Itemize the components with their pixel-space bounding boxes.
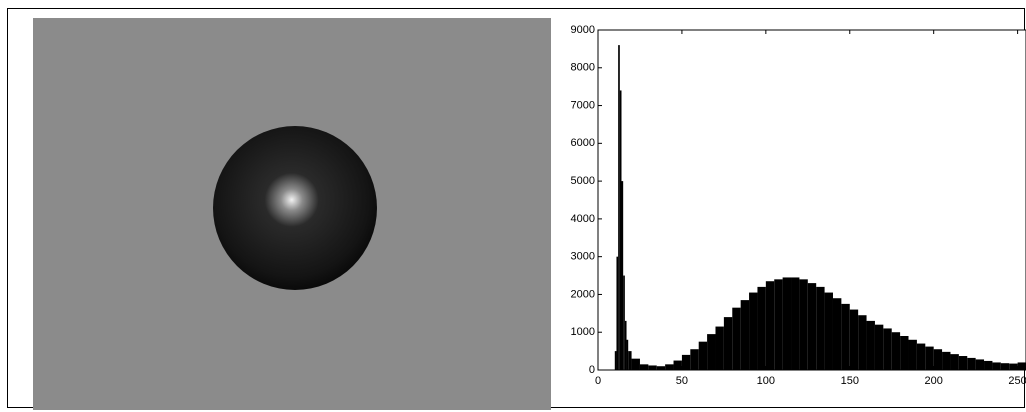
histogram-bar — [782, 277, 792, 370]
histogram-bar — [849, 309, 859, 370]
histogram-bar — [715, 326, 724, 370]
histogram-bar — [690, 349, 699, 370]
histogram-bar — [942, 351, 951, 370]
histogram-bar — [858, 315, 867, 370]
y-tick-label: 9000 — [571, 24, 595, 36]
histogram-bar — [816, 286, 825, 370]
histogram-bar — [614, 351, 617, 370]
histogram-bar — [624, 320, 627, 370]
histogram-bar — [958, 356, 968, 370]
y-tick-label: 0 — [589, 364, 595, 376]
histogram-bar — [665, 364, 674, 370]
histogram-bar — [874, 324, 884, 370]
histogram-bar — [925, 346, 934, 370]
histogram-bar — [631, 358, 640, 370]
histogram-bar — [824, 292, 833, 370]
histogram-bar — [648, 365, 657, 370]
histogram-bar — [841, 303, 850, 370]
histogram-bar — [832, 298, 842, 370]
histogram-bar — [749, 292, 758, 370]
histogram-bar — [1000, 363, 1010, 370]
x-tick-label: 100 — [757, 375, 775, 387]
x-tick-label: 250 — [1008, 375, 1026, 387]
histogram-bar — [757, 286, 766, 370]
histogram-bar — [908, 339, 917, 370]
x-tick-label: 150 — [841, 375, 859, 387]
histogram-bar — [723, 317, 733, 370]
ball — [213, 126, 377, 290]
histogram-bar — [1017, 362, 1026, 370]
histogram-bar — [740, 300, 750, 370]
y-tick-label: 7000 — [571, 99, 595, 111]
histogram-bar — [626, 339, 629, 370]
histogram-bar — [975, 359, 985, 370]
histogram-bar — [883, 328, 892, 370]
histogram-bar — [619, 90, 622, 370]
histogram-bar — [673, 360, 682, 370]
x-tick-label: 200 — [925, 375, 943, 387]
x-tick-label: 0 — [595, 375, 601, 387]
histogram-bar — [984, 360, 993, 370]
histogram-bar — [774, 279, 783, 370]
histogram-bar — [628, 351, 632, 370]
histogram-bar — [791, 277, 800, 370]
y-tick-label: 6000 — [571, 137, 595, 149]
histogram-bar — [621, 181, 624, 370]
x-tick-label: 50 — [676, 375, 688, 387]
histogram-bar — [1009, 363, 1018, 370]
histogram-bar — [732, 307, 741, 370]
histogram-bar — [707, 334, 716, 370]
histogram-bar — [799, 279, 808, 370]
histogram-bar — [967, 357, 976, 370]
histogram-bar — [623, 275, 625, 370]
histogram-bar — [933, 349, 943, 370]
photo — [33, 18, 551, 410]
histogram-bar — [866, 320, 875, 370]
histogram-bar — [916, 343, 926, 370]
y-tick-label: 4000 — [571, 213, 595, 225]
histogram-bar — [807, 283, 817, 370]
histogram-bar — [681, 354, 691, 370]
histogram-bar — [900, 336, 909, 370]
y-tick-label: 5000 — [571, 175, 595, 187]
histogram-bar — [698, 341, 708, 370]
y-tick-label: 8000 — [571, 62, 595, 74]
histogram-bar — [639, 364, 649, 370]
y-tick-label: 1000 — [571, 326, 595, 338]
histogram-bar — [616, 256, 619, 370]
y-tick-label: 2000 — [571, 288, 595, 300]
histogram-bar — [656, 366, 666, 370]
histogram-bar — [950, 354, 959, 370]
histogram-bar — [891, 332, 901, 370]
histogram-bar — [992, 362, 1001, 370]
y-tick-label: 3000 — [571, 251, 595, 263]
histogram-bar — [618, 45, 620, 370]
histogram-bar — [765, 281, 775, 370]
